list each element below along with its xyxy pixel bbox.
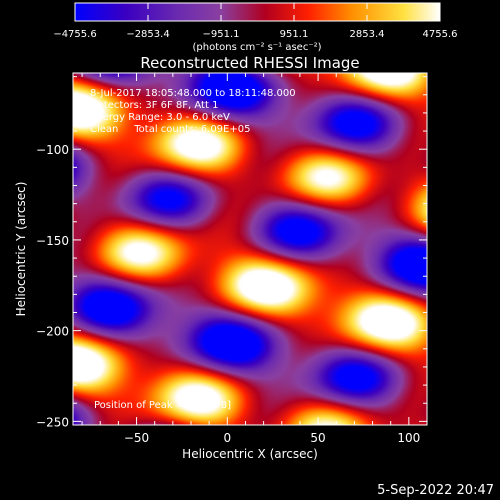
plot-frame — [72, 72, 428, 426]
image-annotations: 8-Jul-2017 18:05:48.000 to 18:11:48.000 … — [90, 88, 296, 411]
annotation-algorithm: Clean Total counts: 6.09E+05 — [90, 124, 250, 135]
x-axis-label: Heliocentric X (arcsec) — [182, 447, 318, 461]
chart-title: Reconstructed RHESSI Image — [140, 54, 359, 72]
colorbar-ticks — [74, 3, 441, 21]
y-tick-label: −200 — [36, 325, 69, 339]
colorbar-tick-labels: −4755.6 −2853.4 −951.1 951.1 2853.4 4755… — [53, 29, 457, 40]
y-axis-ticks: −100 −150 −200 −250 — [36, 76, 427, 429]
x-tick-label: 100 — [397, 431, 420, 445]
y-tick-label: −100 — [36, 143, 69, 157]
colorbar-tick-label: −951.1 — [202, 29, 239, 40]
colorbar-tick-label: 4755.6 — [423, 29, 458, 40]
colorbar-tick-label: −2853.4 — [126, 29, 169, 40]
x-tick-label: 0 — [223, 431, 231, 445]
x-tick-label: 50 — [310, 431, 325, 445]
annotation-energy: Energy Range: 3.0 - 6.0 keV — [90, 112, 230, 123]
annotation-detectors: Detectors: 3F 6F 8F, Att 1 — [90, 100, 218, 111]
x-tick-label: −50 — [124, 431, 149, 445]
annotation-time-range: 8-Jul-2017 18:05:48.000 to 18:11:48.000 — [90, 88, 296, 99]
y-axis-label: Heliocentric Y (arcsec) — [14, 182, 28, 317]
annotation-peak: Position of Peak = [-84,-78] — [94, 400, 231, 411]
y-tick-label: −150 — [36, 234, 69, 248]
colorbar-tick-label: 2853.4 — [350, 29, 385, 40]
colorbar-unit-label: (photons cm⁻² s⁻¹ asec⁻²) — [192, 42, 321, 53]
footer-date: 5-Sep-2022 20:47 — [377, 483, 494, 498]
colorbar — [74, 2, 441, 22]
colorbar-tick-label: −4755.6 — [53, 29, 96, 40]
y-tick-label: −250 — [36, 415, 69, 429]
colorbar-tick-label: 951.1 — [280, 29, 309, 40]
x-axis-ticks: −50 0 50 100 — [81, 73, 428, 445]
heatmap-image — [73, 73, 427, 425]
